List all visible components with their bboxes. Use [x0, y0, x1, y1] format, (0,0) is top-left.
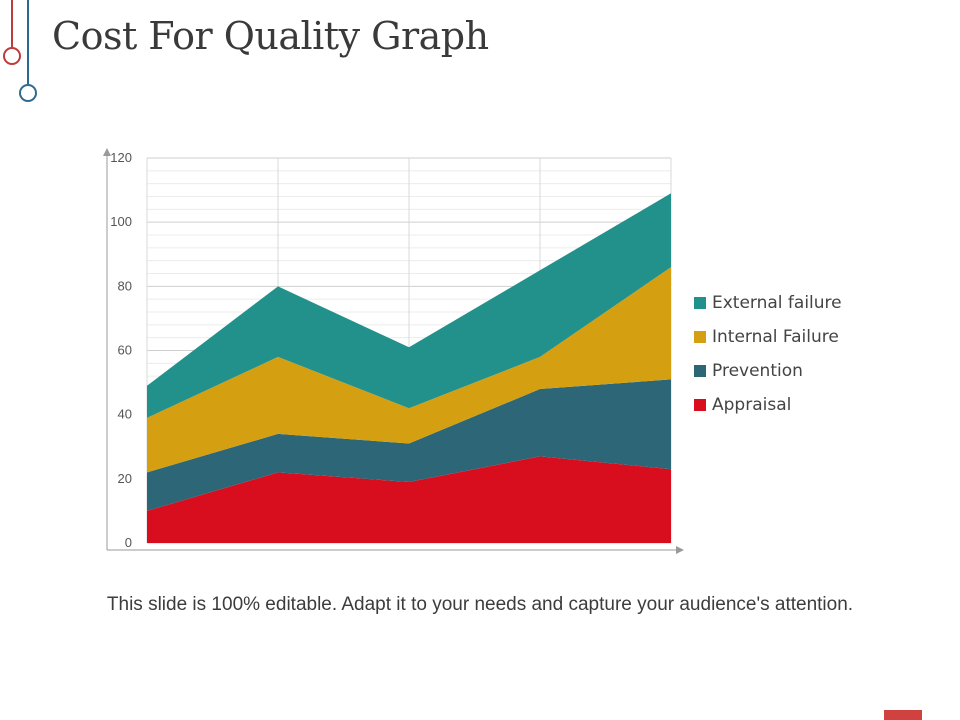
- y-tick-label: 60: [118, 343, 132, 358]
- area-series-internal-failure: [147, 267, 671, 473]
- legend-swatch: [694, 331, 706, 343]
- area-series-appraisal: [147, 456, 671, 543]
- corner-accent-bar: [884, 710, 922, 720]
- legend-label: Internal Failure: [712, 327, 839, 347]
- area-series-prevention: [147, 379, 671, 511]
- y-tick-label: 120: [110, 150, 132, 165]
- decorative-circle-blue: [19, 84, 37, 102]
- decorative-circle-red: [3, 47, 21, 65]
- y-tick-label: 20: [118, 471, 132, 486]
- decorative-line-blue: [27, 0, 29, 84]
- area-series-external-failure: [147, 193, 671, 418]
- legend-swatch: [694, 365, 706, 377]
- legend-label: Appraisal: [712, 395, 792, 415]
- legend-swatch: [694, 297, 706, 309]
- stacked-area-chart: 0 20 40 60 80 100 120: [103, 148, 684, 554]
- legend-item: Internal Failure: [694, 320, 842, 354]
- chart-legend: External failure Internal Failure Preventi…: [694, 286, 842, 422]
- slide-title: Cost For Quality Graph: [52, 14, 489, 58]
- y-axis-arrow: [103, 148, 111, 156]
- legend-label: Prevention: [712, 361, 803, 381]
- y-tick-label: 40: [118, 407, 132, 422]
- legend-swatch: [694, 399, 706, 411]
- footer-text: This slide is 100% editable. Adapt it to…: [106, 594, 854, 615]
- legend-item: External failure: [694, 286, 842, 320]
- x-axis-arrow: [676, 546, 684, 554]
- legend-item: Prevention: [694, 354, 842, 388]
- y-tick-label: 100: [110, 214, 132, 229]
- legend-label: External failure: [712, 293, 842, 313]
- y-tick-label: 80: [118, 278, 132, 293]
- legend-item: Appraisal: [694, 388, 842, 422]
- decorative-line-red: [11, 0, 13, 47]
- y-tick-label: 0: [125, 535, 132, 550]
